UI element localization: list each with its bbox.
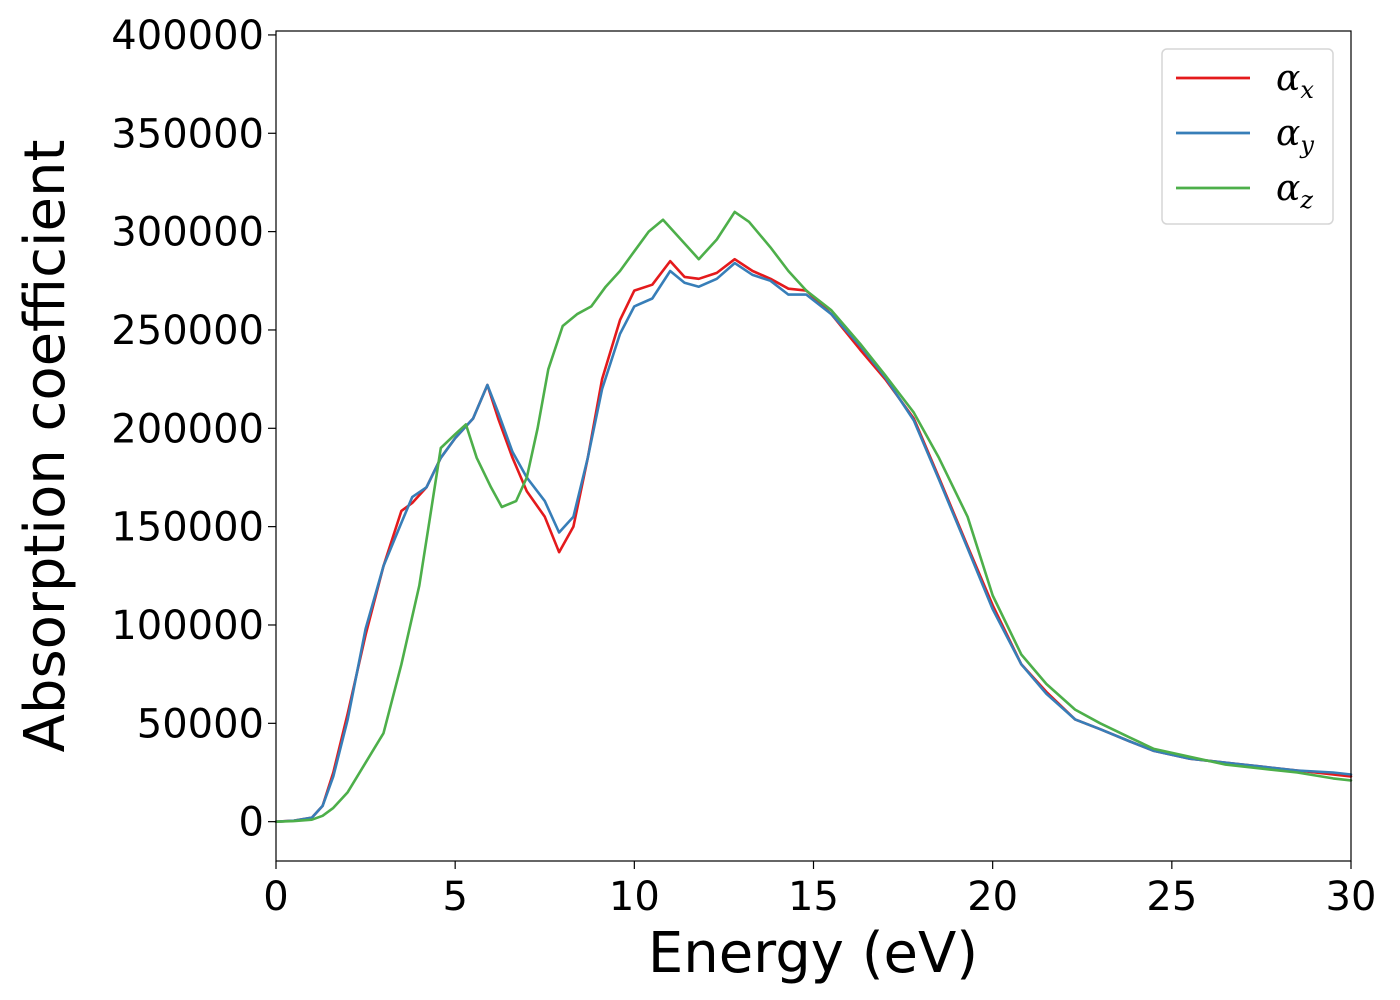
y-tick-label: 250000 [111, 308, 264, 354]
series-line-z [274, 210, 1353, 823]
y-axis-label: Absorption coefficient [13, 140, 78, 753]
y-tick-label: 300000 [111, 210, 264, 256]
x-axis-label: Energy (eV) [648, 921, 978, 986]
x-tick-label: 0 [263, 874, 288, 920]
x-tick-label: 25 [1146, 874, 1197, 920]
x-tick-label: 15 [788, 874, 839, 920]
y-tick-label: 350000 [111, 111, 264, 157]
y-tick-label: 100000 [111, 603, 264, 649]
legend-box [1161, 48, 1334, 225]
y-axis-ticks: 0 50000 100000 150000 200000 250000 300000 3500… [111, 13, 276, 846]
x-tick-label: 10 [609, 874, 660, 920]
x-tick-label: 20 [967, 874, 1018, 920]
series-line-x [274, 257, 1353, 823]
y-tick-label: 400000 [111, 13, 264, 59]
y-tick-label: 200000 [111, 406, 264, 452]
x-tick-label: 5 [442, 874, 467, 920]
y-tick-label: 150000 [111, 505, 264, 551]
y-tick-label: 50000 [137, 701, 264, 747]
series-line-y [274, 261, 1353, 823]
y-tick-label: 0 [239, 800, 264, 846]
x-tick-label: 30 [1326, 874, 1377, 920]
x-axis-ticks: 0 5 10 15 20 25 30 [263, 861, 1376, 920]
series-layer [274, 210, 1353, 823]
